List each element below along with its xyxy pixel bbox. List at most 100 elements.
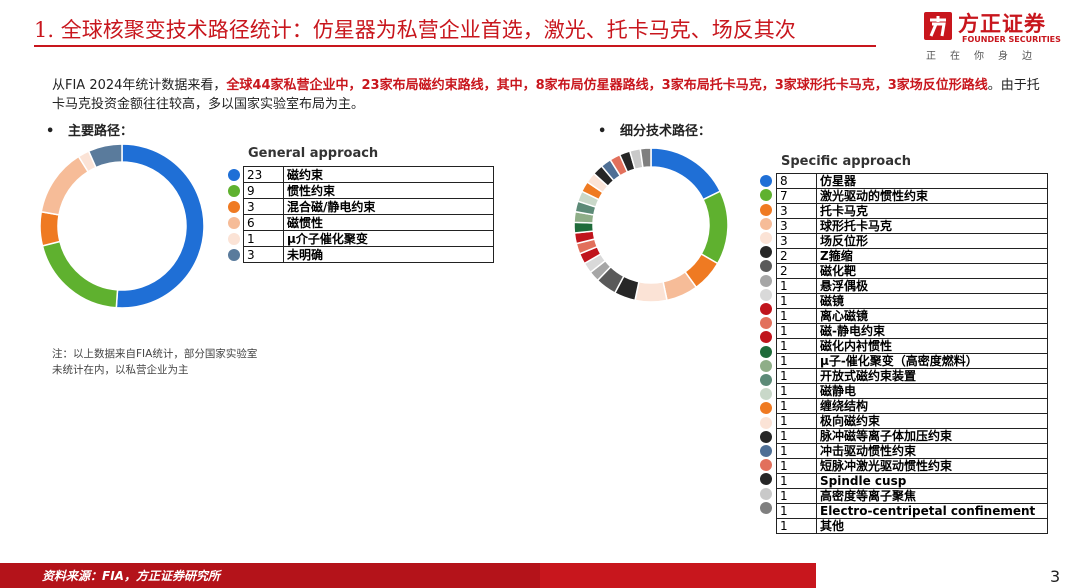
legend-count: 1	[776, 443, 817, 459]
intro-highlight: 全球44家私营企业中，23家布局磁约束路线，其中，8家布局仿星器路线，3家布局托…	[226, 78, 988, 93]
legend-count: 9	[243, 182, 284, 199]
legend-count: 3	[776, 233, 817, 249]
legend-row: 23 磁约束	[243, 166, 494, 183]
legend-label: 球形托卡马克	[816, 218, 1048, 234]
donut-slice-5	[634, 280, 668, 303]
legend-label: 悬浮偶极	[816, 278, 1048, 294]
legend-count: 3	[776, 218, 817, 234]
legend-marker	[760, 246, 772, 259]
legend-marker	[228, 233, 240, 245]
legend-marker	[760, 444, 772, 457]
legend-row: 7 激光驱动的惯性约束	[776, 188, 1048, 204]
legend-row: 1 脉冲磁等离子体加压约束	[776, 428, 1048, 444]
legend-count: 23	[243, 166, 284, 183]
legend-count: 1	[776, 398, 817, 414]
general-legend-table: 23 磁约束 9 惯性约束 3 混合磁/静电约束 6 磁惯性 1 μ介子催化聚变 3 未明确	[243, 166, 494, 263]
legend-count: 1	[776, 428, 817, 444]
legend-row: 1 磁化内衬惯性	[776, 338, 1048, 354]
logo-name: 方正证券	[958, 12, 1046, 36]
legend-row: 1 Spindle cusp	[776, 473, 1048, 489]
specific-legend-table: 8 仿星器 7 激光驱动的惯性约束 3 托卡马克 3 球形托卡马克 3 场反位形 2 Z箍缩 2 磁化靶 1…	[776, 173, 1048, 534]
legend-count: 6	[243, 214, 284, 231]
legend-row: 3 场反位形	[776, 233, 1048, 249]
main-approach-heading: • 主要路径：	[46, 120, 133, 139]
legend-row: 1 其他	[776, 518, 1048, 534]
legend-count: 2	[776, 263, 817, 279]
source-note: 资料来源：FIA，方正证券研究所	[42, 569, 220, 583]
donut-slice-6	[87, 143, 123, 169]
legend-row: 1 开放式磁约束装置	[776, 368, 1048, 384]
legend-label: μ介子催化聚变	[283, 230, 494, 247]
legend-marker	[760, 274, 772, 287]
legend-marker	[760, 203, 772, 216]
specific-approach-donut-chart	[573, 147, 729, 303]
intro-text-2: 。由于托卡马克投资金额往往较高，多以国家实验室布局为主。	[52, 78, 1040, 112]
legend-marker	[760, 388, 772, 401]
legend-marker	[760, 189, 772, 202]
legend-marker	[228, 217, 240, 229]
legend-label: 仿星器	[816, 173, 1048, 189]
legend-label: 磁静电	[816, 383, 1048, 399]
bullet-icon: •	[46, 124, 55, 139]
donut-slice-1	[115, 143, 205, 309]
legend-label: 缠绕结构	[816, 398, 1048, 414]
legend-label: 惯性约束	[283, 182, 494, 199]
legend-label: 未明确	[283, 246, 494, 263]
donut-slice-24	[639, 147, 652, 169]
legend-count: 3	[776, 203, 817, 219]
legend-label: 开放式磁约束装置	[816, 368, 1048, 384]
legend-marker	[760, 416, 772, 429]
legend-label: 场反位形	[816, 233, 1048, 249]
legend-marker	[228, 249, 240, 261]
legend-label: 磁惯性	[283, 214, 494, 231]
legend-count: 2	[776, 248, 817, 264]
legend-count: 1	[776, 473, 817, 489]
legend-count: 3	[243, 198, 284, 215]
legend-label: 激光驱动的惯性约束	[816, 188, 1048, 204]
donut-slice-2	[700, 190, 729, 265]
legend-count: 1	[776, 488, 817, 504]
legend-label: 极向磁约束	[816, 413, 1048, 429]
legend-row: 1 悬浮偶极	[776, 278, 1048, 294]
title-rule	[34, 45, 876, 47]
legend-row: 1 缠绕结构	[776, 398, 1048, 414]
legend-label: 磁化内衬惯性	[816, 338, 1048, 354]
legend-marker	[760, 373, 772, 386]
legend-row: 1 μ介子催化聚变	[243, 230, 494, 247]
footer-notch	[816, 563, 1080, 588]
footer-band	[0, 563, 540, 588]
logo-english: FOUNDER SECURITIES	[962, 35, 1061, 44]
donut-slice-4	[40, 155, 90, 216]
specific-approach-label: 细分技术路径：	[620, 124, 712, 139]
legend-marker	[760, 473, 772, 486]
legend-row: 2 Z箍缩	[776, 248, 1048, 264]
legend-marker	[760, 217, 772, 230]
legend-label: 短脉冲激光驱动惯性约束	[816, 458, 1048, 474]
legend-label: 冲击驱动惯性约束	[816, 443, 1048, 459]
legend-label: 磁-静电约束	[816, 323, 1048, 339]
legend-row: 1 Electro-centripetal confinement	[776, 503, 1048, 519]
main-approach-label: 主要路径：	[68, 124, 134, 139]
legend-row: 1 磁-静电约束	[776, 323, 1048, 339]
legend-row: 1 冲击驱动惯性约束	[776, 443, 1048, 459]
legend-count: 1	[776, 458, 817, 474]
page-title: 1. 全球核聚变技术路径统计：仿星器为私营企业首选，激光、托卡马克、场反其次	[34, 18, 796, 42]
data-note: 注：以上数据来自FIA统计，部分国家实验室未统计在内，以私营企业为主	[52, 348, 258, 376]
legend-marker	[228, 201, 240, 213]
legend-marker	[760, 331, 772, 344]
legend-marker	[760, 231, 772, 244]
legend-row: 1 磁镜	[776, 293, 1048, 309]
legend-marker	[760, 430, 772, 443]
specific-approach-heading: • 细分技术路径：	[598, 120, 711, 139]
legend-marker	[760, 359, 772, 372]
logo-slogan: 正在你身边	[926, 51, 1046, 62]
legend-label: Spindle cusp	[816, 473, 1048, 489]
donut-slice-13	[573, 221, 595, 234]
donut-slice-3	[39, 210, 61, 247]
founder-logo-icon	[924, 12, 952, 40]
legend-marker	[760, 260, 772, 273]
legend-label: 离心磁镜	[816, 308, 1048, 324]
legend-label: Electro-centripetal confinement	[816, 503, 1048, 519]
legend-count: 7	[776, 188, 817, 204]
legend-count: 1	[776, 338, 817, 354]
